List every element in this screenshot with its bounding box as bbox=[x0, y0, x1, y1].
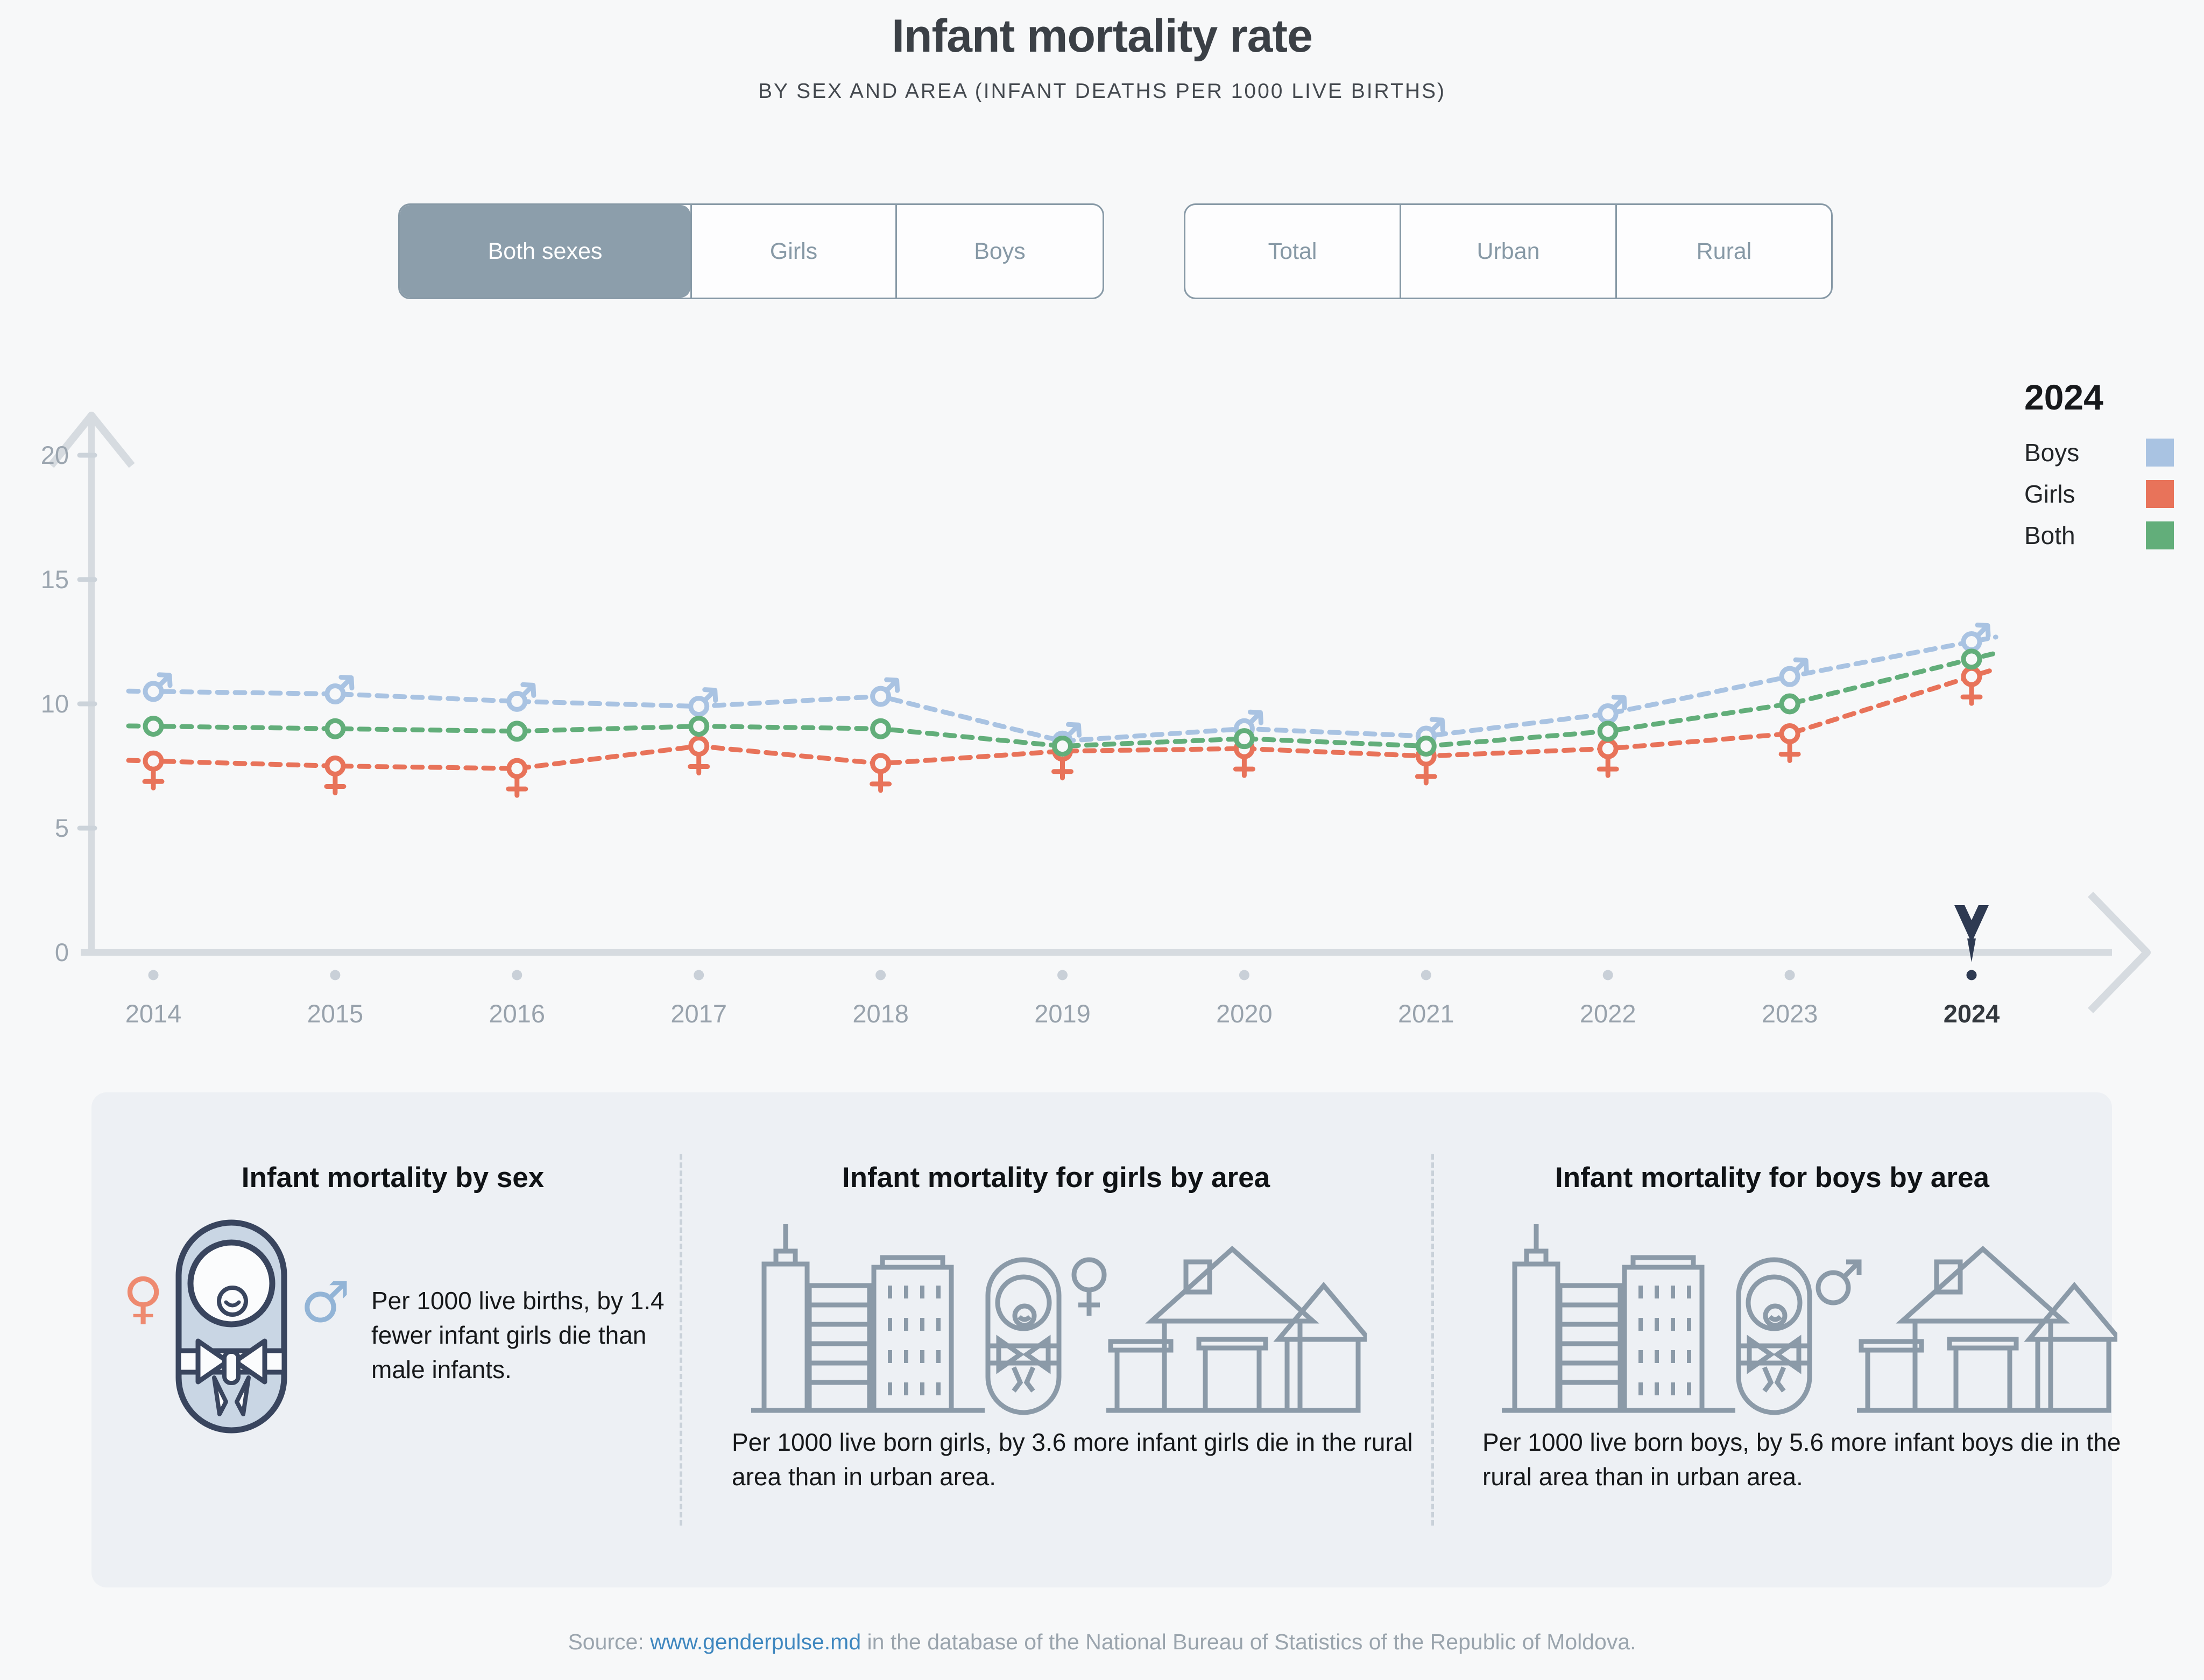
toggle-girls[interactable]: Girls bbox=[690, 205, 895, 298]
series-line-boys bbox=[126, 634, 1998, 744]
source-link[interactable]: www.genderpulse.md bbox=[650, 1629, 861, 1654]
year-dot bbox=[1057, 970, 1068, 980]
year-label: 2023 bbox=[1762, 999, 1818, 1028]
card-divider bbox=[680, 1154, 682, 1526]
year-dot bbox=[875, 970, 886, 980]
legend-item-boys: Boys bbox=[2024, 438, 2174, 467]
toggle-both-sexes[interactable]: Both sexes bbox=[400, 205, 690, 298]
selected-year-pointer-icon bbox=[1954, 905, 1989, 943]
selected-year-pointer-icon bbox=[1967, 938, 1976, 962]
girls-color-swatch bbox=[2146, 480, 2174, 508]
legend-item-both: Both bbox=[2024, 521, 2174, 550]
male-marker-icon bbox=[870, 686, 892, 707]
male-marker-icon bbox=[1779, 666, 1800, 687]
boys-urban-rural-icon bbox=[1502, 1224, 2117, 1415]
year-dot bbox=[1602, 970, 1613, 980]
card-sex-text: Per 1000 live births, by 1.4 fewer infan… bbox=[371, 1287, 665, 1383]
male-sign bbox=[1816, 1259, 1862, 1305]
circle-marker-icon bbox=[1779, 693, 1800, 715]
card-boys-area-text: Per 1000 live born boys, by 5.6 more inf… bbox=[1482, 1428, 2121, 1491]
y-tick-label: 10 bbox=[41, 689, 69, 718]
x-axis-arrow bbox=[2087, 892, 2151, 1013]
area-toggle-group: Total Urban Rural bbox=[1184, 203, 1833, 299]
year-label: 2017 bbox=[670, 999, 727, 1028]
male-marker-icon bbox=[143, 681, 164, 702]
y-tick-label: 5 bbox=[55, 814, 69, 842]
year-label: 2014 bbox=[125, 999, 182, 1028]
male-marker-icon bbox=[506, 690, 528, 712]
series-markers-both bbox=[143, 648, 1982, 757]
male-marker-icon bbox=[688, 696, 710, 717]
circle-marker-icon bbox=[688, 716, 710, 737]
toggle-urban[interactable]: Urban bbox=[1400, 205, 1615, 298]
year-label: 2019 bbox=[1034, 999, 1091, 1028]
circle-marker-icon bbox=[1233, 728, 1255, 750]
series-markers-girls bbox=[142, 666, 1983, 798]
female-sign bbox=[1071, 1257, 1107, 1316]
series-markers-boys bbox=[143, 623, 1991, 752]
year-label-selected: 2024 bbox=[1944, 999, 2000, 1028]
circle-marker-icon bbox=[1052, 736, 1073, 757]
year-dot bbox=[1784, 970, 1795, 980]
year-label: 2022 bbox=[1580, 999, 1636, 1028]
card-girls-area-title: Infant mortality for girls by area bbox=[842, 1162, 1270, 1194]
boys-color-swatch bbox=[2146, 439, 2174, 467]
year-dot bbox=[1421, 970, 1431, 980]
info-cards-panel: Infant mortality by sex ♀ ♂ Per 1000 liv… bbox=[91, 1092, 2121, 1587]
card-sex-title: Infant mortality by sex bbox=[241, 1162, 545, 1194]
y-axis-arrow bbox=[48, 412, 135, 468]
card-boys-area-title: Infant mortality for boys by area bbox=[1555, 1162, 1989, 1194]
circle-marker-icon bbox=[1597, 721, 1619, 742]
y-tick-label: 15 bbox=[41, 565, 69, 594]
year-dot bbox=[1966, 970, 1977, 980]
year-label: 2020 bbox=[1216, 999, 1273, 1028]
year-dot bbox=[694, 970, 704, 980]
year-label: 2016 bbox=[489, 999, 546, 1028]
circle-marker-icon bbox=[324, 718, 346, 739]
circle-marker-icon bbox=[506, 721, 528, 742]
swaddled-baby-icon bbox=[175, 1219, 287, 1434]
circle-marker-icon bbox=[1415, 736, 1437, 757]
toggle-boys[interactable]: Boys bbox=[895, 205, 1103, 298]
y-tick-label: 0 bbox=[55, 938, 69, 966]
male-icon: ♂ bbox=[300, 1269, 351, 1335]
year-label: 2018 bbox=[852, 999, 909, 1028]
legend-year: 2024 bbox=[2024, 377, 2103, 417]
toggle-total[interactable]: Total bbox=[1268, 238, 1317, 264]
line-chart: 0 5 10 15 20 2014 2015 2016 2017 2018 2019 2020 2021… bbox=[41, 412, 2151, 1028]
female-icon: ♀ bbox=[123, 1265, 164, 1331]
source-line: Source: www.genderpulse.md in the databa… bbox=[0, 1629, 2204, 1655]
year-dot bbox=[512, 970, 522, 980]
chart-legend: 2024 Boys Girls Both bbox=[2024, 377, 2186, 562]
page-title: Infant mortality rate bbox=[892, 10, 1313, 62]
circle-marker-icon bbox=[870, 718, 892, 739]
circle-marker-icon bbox=[143, 716, 164, 737]
year-label: 2015 bbox=[307, 999, 364, 1028]
source-suffix: in the database of the National Bureau o… bbox=[861, 1629, 1636, 1654]
circle-marker-icon bbox=[1961, 648, 1982, 670]
page-subtitle: BY SEX AND AREA (INFANT DEATHS PER 1000 … bbox=[758, 80, 1446, 103]
y-tick-label: 20 bbox=[41, 441, 69, 469]
male-marker-icon bbox=[324, 683, 346, 705]
legend-item-girls: Girls bbox=[2024, 479, 2174, 509]
card-divider bbox=[1431, 1154, 1434, 1526]
year-dot bbox=[1239, 970, 1249, 980]
card-girls-area-text: Per 1000 live born girls, by 3.6 more in… bbox=[732, 1428, 1413, 1491]
year-label: 2021 bbox=[1398, 999, 1454, 1028]
source-prefix: Source: bbox=[568, 1629, 651, 1654]
year-dot bbox=[148, 970, 159, 980]
sex-toggle-group: Both sexes Girls Boys bbox=[398, 203, 1104, 299]
year-dot bbox=[330, 970, 341, 980]
both-color-swatch bbox=[2146, 521, 2174, 549]
girls-urban-rural-icon bbox=[751, 1224, 1367, 1415]
toggle-rural[interactable]: Rural bbox=[1615, 205, 1831, 298]
